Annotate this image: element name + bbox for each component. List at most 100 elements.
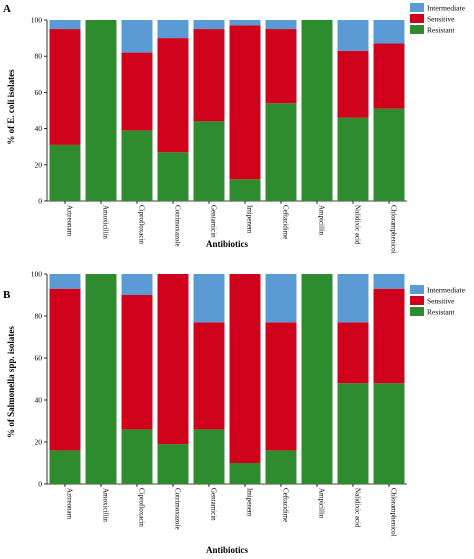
bar-segment-resistant [373, 108, 405, 201]
bar-segment-sensitive [157, 38, 189, 153]
bar-segment-intermediate [337, 20, 369, 51]
y-tick-label: 0 [38, 480, 42, 489]
x-tick-label: Gentamicin [210, 488, 218, 521]
x-tick-label: Aztreonam [66, 488, 74, 520]
bar-segment-resistant [337, 383, 369, 484]
x-tick-label: Nalidixic acid [354, 205, 362, 245]
bar-segment-resistant [229, 463, 261, 484]
legend-label: Sensitive [427, 297, 455, 306]
x-tick-label: Amoxicillin [102, 488, 110, 522]
legend-label: Intermediate [427, 286, 466, 295]
bar-segment-resistant [301, 274, 333, 484]
bar-segment-resistant [265, 450, 297, 484]
y-tick-label: 40 [35, 124, 43, 133]
bar-segment-resistant [265, 103, 297, 201]
bar-segment-sensitive [265, 29, 297, 104]
bar-segment-intermediate [337, 274, 369, 323]
y-tick-label: 100 [31, 270, 43, 279]
bar-segment-sensitive [121, 52, 153, 131]
bar-segment-resistant [193, 121, 225, 201]
legend-label: Intermediate [427, 4, 466, 13]
bar-segment-sensitive [229, 25, 261, 180]
bar-segment-intermediate [193, 20, 225, 30]
x-axis-label: Antibiotics [206, 239, 249, 249]
x-tick-label: Nalidixic acid [354, 488, 362, 528]
bar-segment-sensitive [157, 274, 189, 445]
bar-segment-intermediate [373, 20, 405, 44]
bar-segment-resistant [49, 144, 81, 201]
legend-swatch-sensitive [410, 14, 424, 23]
y-tick-label: 0 [38, 197, 42, 206]
y-tick-label: 40 [35, 396, 43, 405]
bar-segment-sensitive [121, 295, 153, 430]
panel-letter: A [3, 3, 11, 15]
legend-swatch-resistant [410, 25, 424, 34]
bar-segment-resistant [301, 20, 333, 201]
bar-segment-sensitive [193, 322, 225, 430]
chart-panel-b: B % of Salmonella spp. isolates 0 20 40 60 80 1… [3, 270, 466, 556]
bar-segment-sensitive [373, 288, 405, 384]
bar-segment-intermediate [265, 20, 297, 30]
x-tick-label: Cotrimoxazole [174, 488, 182, 530]
x-tick-label: Ampicillin [318, 205, 326, 236]
legend-label: Sensitive [427, 15, 455, 24]
bar-segment-sensitive [337, 50, 369, 118]
x-tick-label: Aztreonam [66, 205, 74, 237]
x-tick-label: Ampicillin [318, 488, 326, 519]
bar-segment-sensitive [337, 322, 369, 384]
bar-segment-intermediate [229, 20, 261, 26]
chart-panel-a: A % of E. coli isolates 0 20 40 60 80 100 Aztreo… [3, 3, 466, 254]
x-tick-label: Gentamicin [210, 205, 218, 238]
x-tick-label: Ciprofloxacin [138, 488, 146, 527]
x-tick-label: Ceftazidime [282, 205, 290, 239]
bar-segment-resistant [121, 130, 153, 201]
bar-segment-resistant [373, 383, 405, 484]
bar-segment-resistant [337, 117, 369, 201]
legend-swatch-intermediate [410, 3, 424, 12]
bar-segment-intermediate [49, 20, 81, 30]
bar-segment-resistant [49, 450, 81, 484]
bar-segment-sensitive [265, 322, 297, 451]
x-tick-label: Cotrimoxazole [174, 205, 182, 247]
y-tick-label: 60 [35, 88, 43, 97]
legend-label: Resistant [427, 308, 455, 317]
y-tick-label: 80 [35, 52, 43, 61]
bar-segment-resistant [121, 429, 153, 484]
x-tick-label: Ceftazidime [282, 488, 290, 522]
bar-segment-intermediate [49, 274, 81, 289]
bar-segment-resistant [229, 179, 261, 201]
x-axis-label: Antibiotics [206, 545, 249, 555]
y-axis-label: % of E. coli isolates [6, 69, 16, 145]
bar-segment-sensitive [373, 43, 405, 109]
x-tick-label: Chloramphenicol [390, 205, 398, 254]
bar-segment-sensitive [193, 29, 225, 122]
bar-segment-intermediate [121, 274, 153, 295]
bar-segment-sensitive [229, 274, 261, 463]
x-tick-label: Imipenem [246, 205, 254, 234]
bar-segment-resistant [157, 152, 189, 201]
legend-swatch-intermediate [410, 285, 424, 294]
legend-swatch-resistant [410, 307, 424, 316]
bar-segment-intermediate [157, 20, 189, 39]
y-tick-label: 80 [35, 312, 43, 321]
y-tick-label: 100 [31, 16, 43, 25]
bar-segment-sensitive [49, 288, 81, 451]
y-tick-label: 60 [35, 354, 43, 363]
legend: Intermediate Sensitive Resistant [410, 285, 466, 317]
x-tick-label: Chloramphenicol [390, 488, 398, 537]
bar-segment-intermediate [121, 20, 153, 53]
x-tick-label: Amoxicillin [102, 205, 110, 239]
y-axis-label: % of Salmonella spp. isolates [6, 326, 16, 438]
bar-segment-resistant [85, 20, 117, 201]
bar-segment-sensitive [49, 29, 81, 145]
legend: Intermediate Sensitive Resistant [410, 3, 466, 35]
legend-swatch-sensitive [410, 296, 424, 305]
y-tick-label: 20 [35, 438, 43, 447]
x-tick-label: Imipenem [246, 488, 254, 517]
legend-label: Resistant [427, 26, 455, 35]
panel-letter: B [3, 289, 11, 301]
bar-segment-intermediate [373, 274, 405, 289]
bar-segment-intermediate [193, 274, 225, 323]
bar-segment-resistant [193, 429, 225, 484]
